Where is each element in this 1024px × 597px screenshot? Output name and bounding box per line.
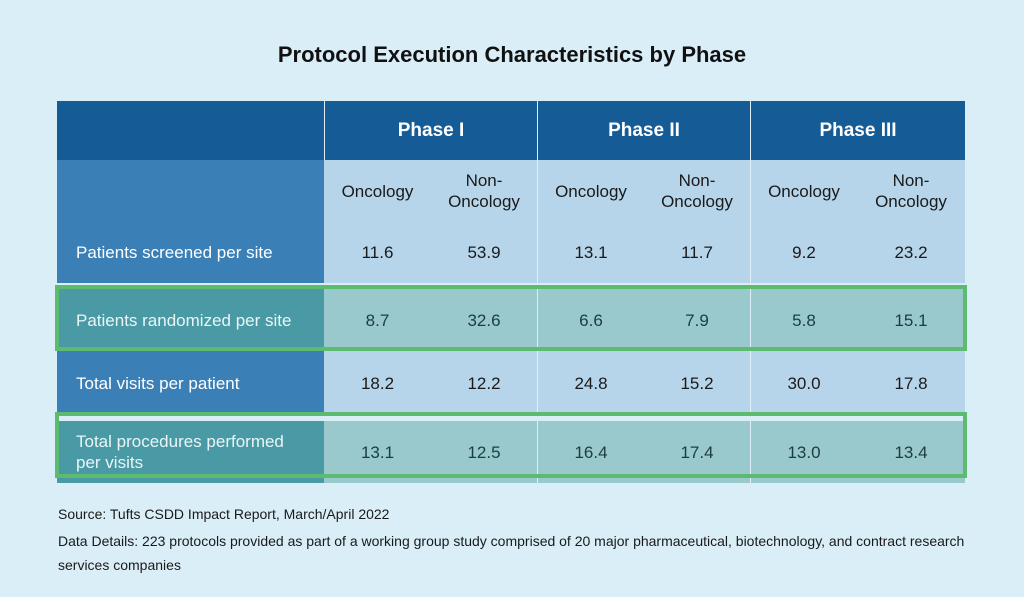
value-cell: 7.9	[644, 289, 750, 351]
column-header: Non- Oncology	[857, 160, 965, 222]
value-cell: 16.4	[537, 421, 644, 483]
data-details-note: Data Details: 223 protocols provided as …	[58, 533, 965, 573]
column-header-text: Non- Oncology	[875, 171, 947, 211]
column-header-row: Oncology Non- Oncology Oncology Non- Oncol…	[57, 160, 965, 222]
row-label: Patients randomized per site	[57, 289, 324, 351]
column-header: Non- Oncology	[644, 160, 750, 222]
value-cell: 13.1	[537, 222, 644, 283]
table-row: Patients randomized per site 8.7 32.6 6.6 7.…	[57, 289, 965, 351]
table-row: Patients screened per site 11.6 53.9 13.1 11…	[57, 222, 965, 283]
phase-header: Phase II	[537, 101, 750, 160]
value-cell: 6.6	[537, 289, 644, 351]
value-cell: 15.1	[857, 289, 965, 351]
table-row: Total visits per patient 18.2 12.2 24.8 15.2…	[57, 351, 965, 415]
column-header-text: Non- Oncology	[448, 171, 520, 211]
phase-header: Phase III	[750, 101, 965, 160]
row-label: Patients screened per site	[57, 222, 324, 283]
value-cell: 53.9	[431, 222, 537, 283]
value-cell: 12.5	[431, 421, 537, 483]
value-cell: 23.2	[857, 222, 965, 283]
column-header: Oncology	[537, 160, 644, 222]
value-cell: 24.8	[537, 351, 644, 415]
value-cell: 13.0	[750, 421, 857, 483]
column-header: Non- Oncology	[431, 160, 537, 222]
column-header-text: Non- Oncology	[661, 171, 733, 211]
value-cell: 17.4	[644, 421, 750, 483]
value-cell: 11.6	[324, 222, 431, 283]
value-cell: 12.2	[431, 351, 537, 415]
column-header: Oncology	[750, 160, 857, 222]
table-body: Patients screened per site 11.6 53.9 13.1 11…	[57, 222, 965, 483]
row-label: Total procedures performed per visits	[57, 421, 324, 483]
subheader-blank-cell	[57, 160, 324, 222]
value-cell: 30.0	[750, 351, 857, 415]
value-cell: 13.4	[857, 421, 965, 483]
row-label: Total visits per patient	[57, 351, 324, 415]
value-cell: 13.1	[324, 421, 431, 483]
value-cell: 18.2	[324, 351, 431, 415]
phase-header: Phase I	[324, 101, 537, 160]
chart-title: Protocol Execution Characteristics by Ph…	[277, 42, 747, 67]
data-table: Phase I Phase II Phase III Oncology Non-…	[57, 101, 965, 483]
column-header: Oncology	[324, 160, 431, 222]
source-note: Source: Tufts CSDD Impact Report, March/…	[58, 506, 390, 522]
value-cell: 32.6	[431, 289, 537, 351]
value-cell: 17.8	[857, 351, 965, 415]
value-cell: 9.2	[750, 222, 857, 283]
value-cell: 8.7	[324, 289, 431, 351]
table-row: Total procedures performed per visits 13.…	[57, 421, 965, 483]
value-cell: 11.7	[644, 222, 750, 283]
header-blank-cell	[57, 101, 324, 160]
value-cell: 15.2	[644, 351, 750, 415]
phase-header-row: Phase I Phase II Phase III	[57, 101, 965, 160]
value-cell: 5.8	[750, 289, 857, 351]
